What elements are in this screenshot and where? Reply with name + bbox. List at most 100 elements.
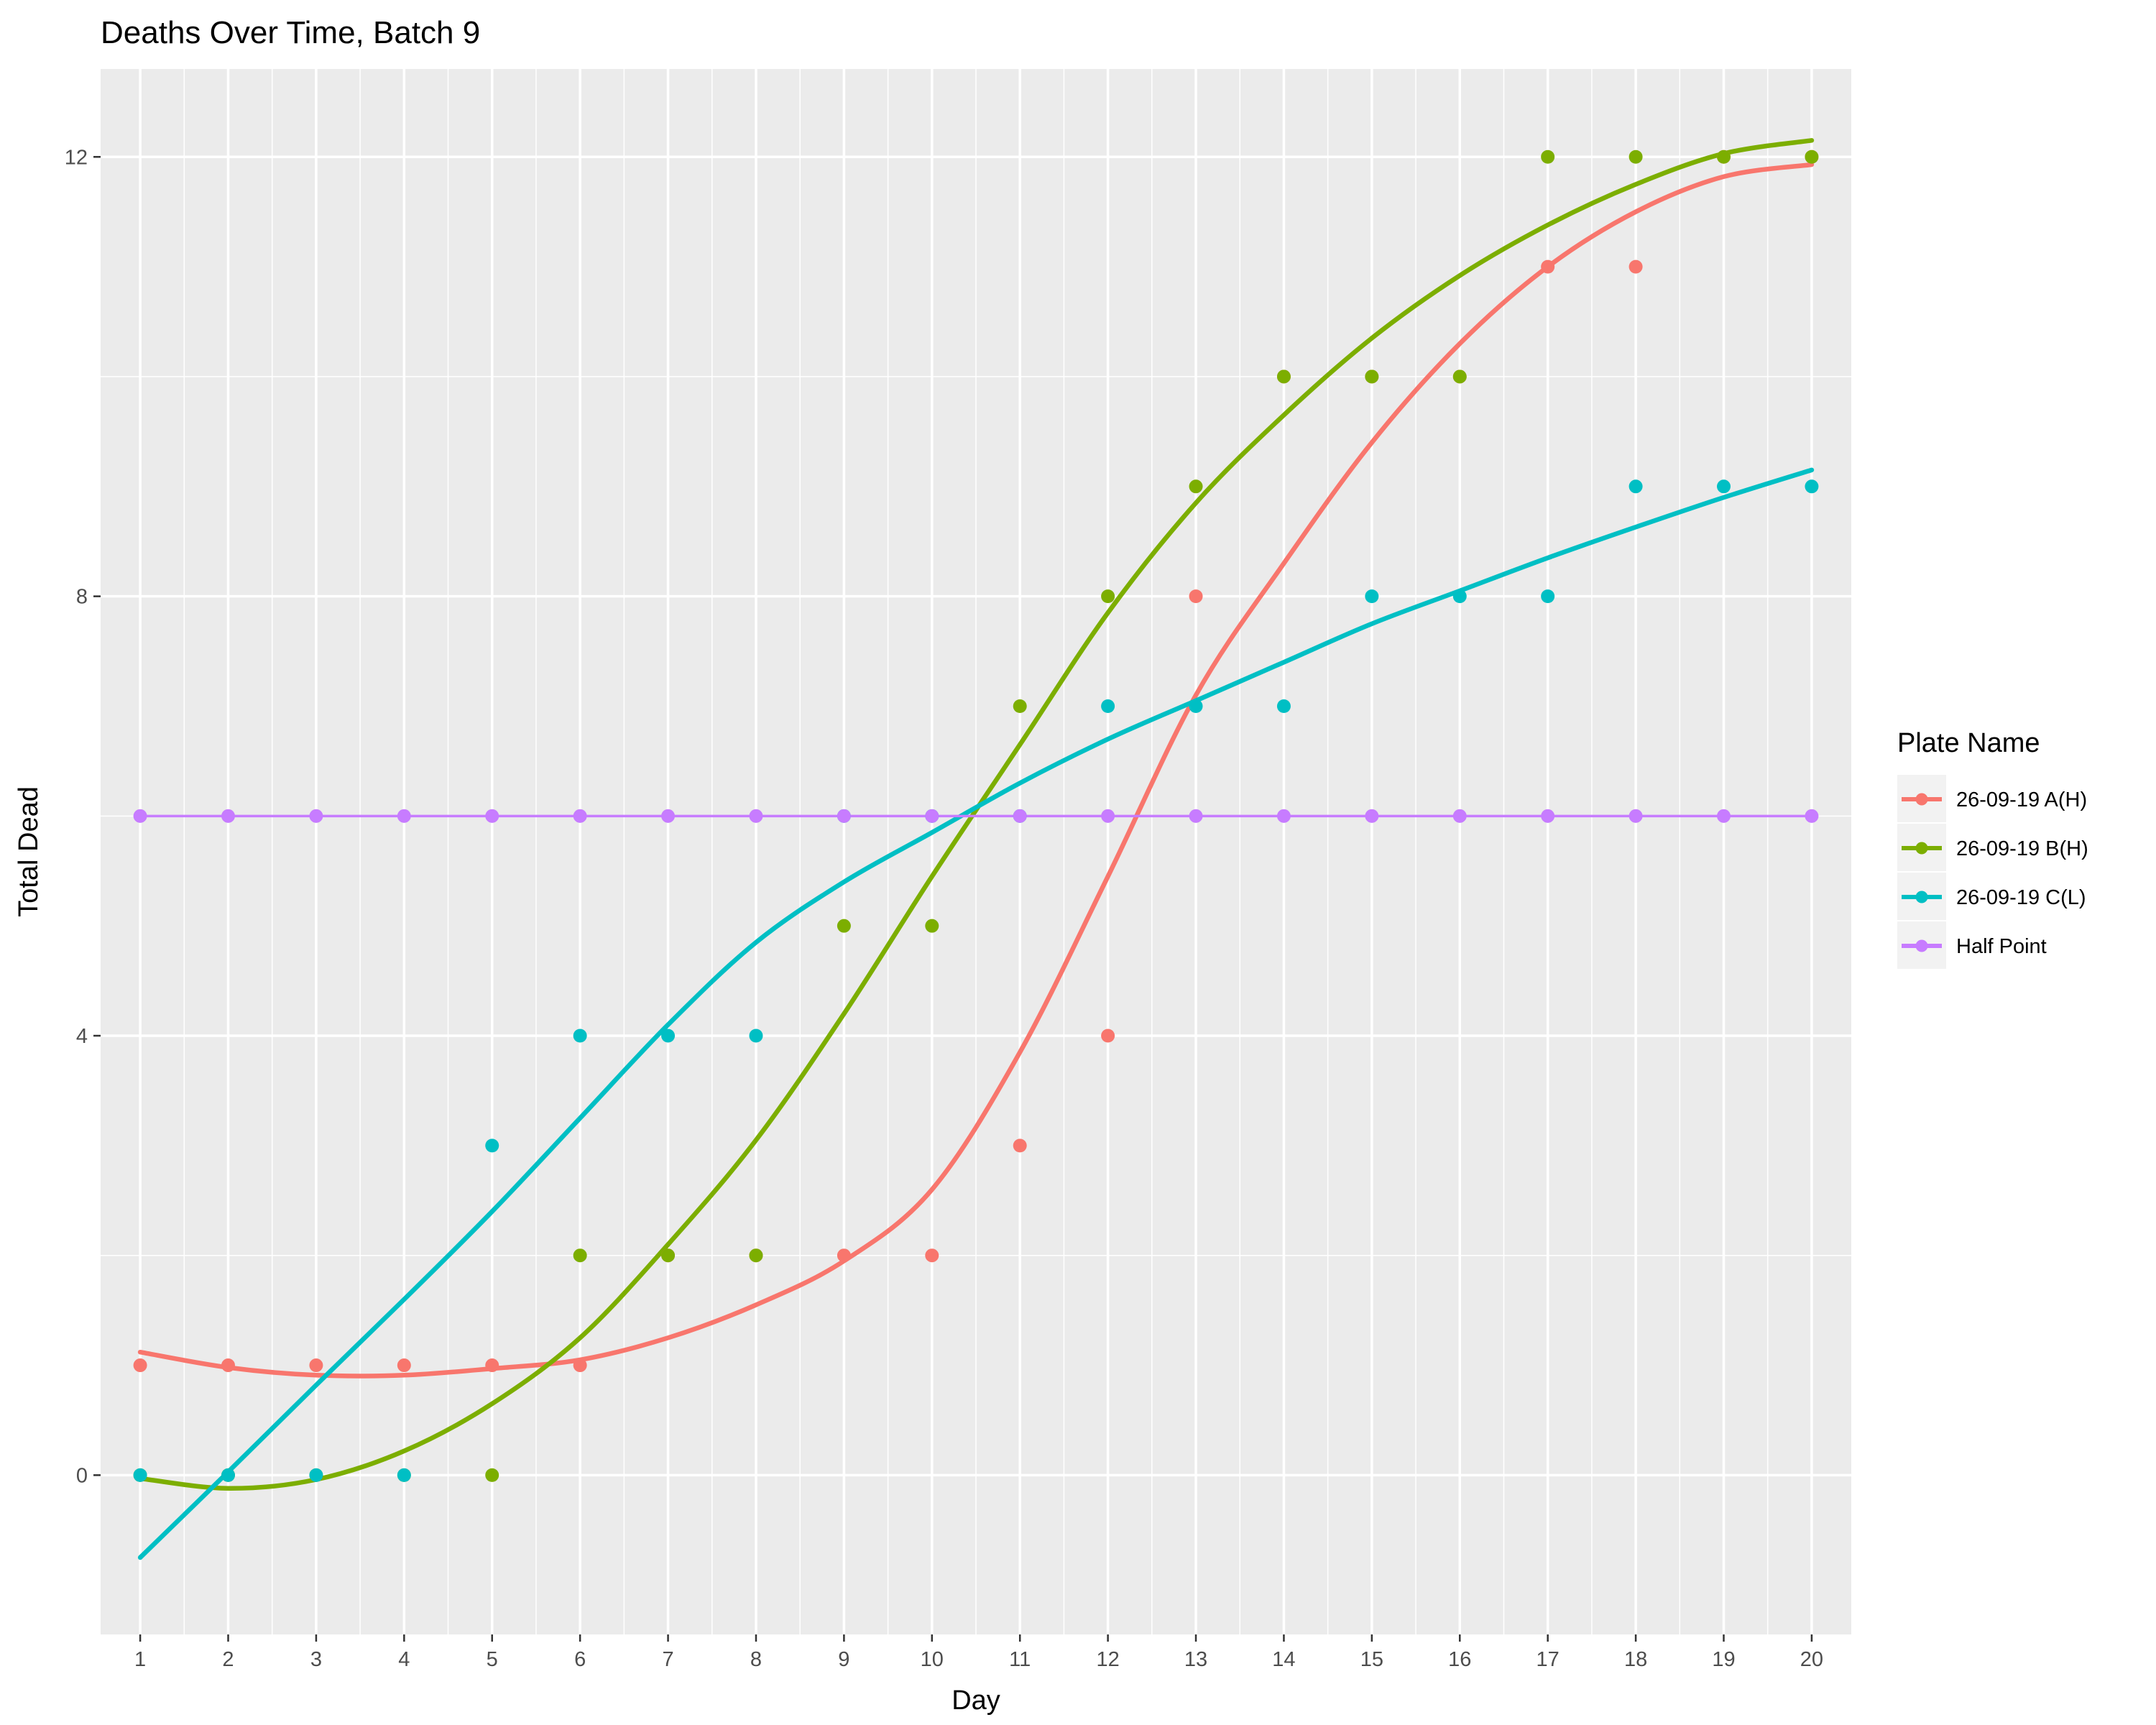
grid-minor — [101, 69, 1851, 1634]
data-point-series-2 — [1276, 369, 1291, 384]
data-point-series-2 — [1805, 150, 1819, 164]
data-point-series-3 — [1365, 589, 1379, 604]
data-point-series-3 — [573, 1029, 587, 1043]
data-point-series-4 — [1365, 809, 1379, 823]
data-point-series-4 — [837, 809, 851, 823]
data-point-series-2 — [925, 919, 939, 933]
data-point-series-1 — [1541, 259, 1555, 274]
legend-key-point — [1915, 793, 1928, 806]
data-point-series-3 — [1452, 589, 1467, 604]
x-axis-title: Day — [952, 1685, 1000, 1716]
data-point-series-2 — [1452, 369, 1467, 384]
fit-line-1 — [137, 162, 1815, 1379]
legend-label: 26-09-19 C(L) — [1956, 886, 2086, 909]
data-point-series-4 — [485, 809, 499, 823]
data-point-series-4 — [1805, 809, 1819, 823]
legend-key-point — [1915, 891, 1928, 903]
data-point-series-1 — [1101, 1029, 1115, 1043]
data-point-series-1 — [837, 1248, 851, 1263]
fit-lines — [137, 138, 1815, 1560]
data-point-series-2 — [1717, 150, 1731, 164]
x-tick-label: 20 — [1800, 1648, 1823, 1671]
x-tick-label: 12 — [1096, 1648, 1119, 1671]
data-point-series-2 — [749, 1248, 763, 1263]
x-tick-label: 13 — [1184, 1648, 1207, 1671]
legend-key-point — [1915, 939, 1928, 952]
data-point-series-3 — [1541, 589, 1555, 604]
data-point-series-1 — [485, 1358, 499, 1373]
data-point-series-3 — [309, 1468, 323, 1482]
data-point-series-1 — [221, 1358, 235, 1373]
data-point-series-1 — [397, 1358, 411, 1373]
data-point-series-2 — [1189, 479, 1203, 494]
data-point-series-1 — [925, 1248, 939, 1263]
y-tick-label: 4 — [76, 1025, 88, 1048]
x-tick-label: 15 — [1360, 1648, 1383, 1671]
data-point-series-4 — [661, 809, 676, 823]
data-point-series-3 — [1805, 479, 1819, 494]
data-point-series-2 — [573, 1248, 587, 1263]
data-point-series-4 — [1276, 809, 1291, 823]
x-tick-label: 17 — [1537, 1648, 1560, 1671]
data-point-series-4 — [1628, 809, 1643, 823]
data-point-series-1 — [133, 1358, 147, 1373]
data-point-series-1 — [1013, 1138, 1027, 1153]
x-tick-label: 8 — [750, 1648, 762, 1671]
y-tick-label: 0 — [76, 1464, 88, 1487]
x-tick-label: 11 — [1009, 1648, 1031, 1671]
data-point-series-2 — [1013, 699, 1027, 713]
data-point-series-4 — [221, 809, 235, 823]
legend: Plate Name 26-09-19 A(H) 26-09-19 B(H) 26-… — [1897, 728, 2088, 969]
data-point-series-3 — [749, 1029, 763, 1043]
chart-title: Deaths Over Time, Batch 9 — [101, 15, 480, 50]
data-point-series-2 — [1365, 369, 1379, 384]
data-points — [133, 150, 1819, 1482]
data-point-series-2 — [1541, 150, 1555, 164]
y-axis: 0 4 8 12 — [65, 146, 101, 1487]
legend-title: Plate Name — [1897, 728, 2040, 758]
data-point-series-3 — [661, 1029, 676, 1043]
data-point-series-4 — [133, 809, 147, 823]
data-point-series-4 — [573, 809, 587, 823]
legend-key-point — [1915, 842, 1928, 855]
x-tick-label: 14 — [1272, 1648, 1295, 1671]
data-point-series-4 — [1013, 809, 1027, 823]
legend-label: 26-09-19 B(H) — [1956, 837, 2088, 860]
x-tick-label: 16 — [1448, 1648, 1471, 1671]
x-tick-label: 2 — [222, 1648, 234, 1671]
x-tick-label: 5 — [487, 1648, 498, 1671]
data-point-series-4 — [749, 809, 763, 823]
data-point-series-1 — [309, 1358, 323, 1373]
data-point-series-4 — [1717, 809, 1731, 823]
data-point-series-1 — [573, 1358, 587, 1373]
data-point-series-2 — [1628, 150, 1643, 164]
data-point-series-4 — [1189, 809, 1203, 823]
data-point-series-3 — [221, 1468, 235, 1482]
data-point-series-2 — [837, 919, 851, 933]
data-point-series-1 — [1628, 259, 1643, 274]
data-point-series-2 — [485, 1468, 499, 1482]
data-point-series-4 — [1541, 809, 1555, 823]
x-tick-label: 18 — [1624, 1648, 1647, 1671]
data-point-series-3 — [1628, 479, 1643, 494]
y-axis-title: Total Dead — [14, 786, 44, 917]
data-point-series-3 — [1189, 699, 1203, 713]
x-tick-label: 19 — [1712, 1648, 1735, 1671]
data-point-series-3 — [1276, 699, 1291, 713]
x-tick-label: 9 — [838, 1648, 849, 1671]
data-point-series-4 — [1452, 809, 1467, 823]
x-axis: 1 2 3 4 5 6 7 8 9 10 11 12 13 14 15 16 17 18 19 20 — [134, 1634, 1823, 1671]
legend-label: Half Point — [1956, 935, 2047, 958]
fit-line-2 — [137, 138, 1815, 1491]
x-tick-label: 7 — [662, 1648, 673, 1671]
data-point-series-3 — [1717, 479, 1731, 494]
data-point-series-4 — [397, 809, 411, 823]
data-point-series-1 — [1189, 589, 1203, 604]
data-point-series-3 — [133, 1468, 147, 1482]
data-point-series-2 — [1101, 589, 1115, 604]
y-tick-label: 12 — [65, 146, 88, 169]
legend-label: 26-09-19 A(H) — [1956, 788, 2087, 811]
x-tick-label: 3 — [310, 1648, 322, 1671]
data-point-series-3 — [1101, 699, 1115, 713]
